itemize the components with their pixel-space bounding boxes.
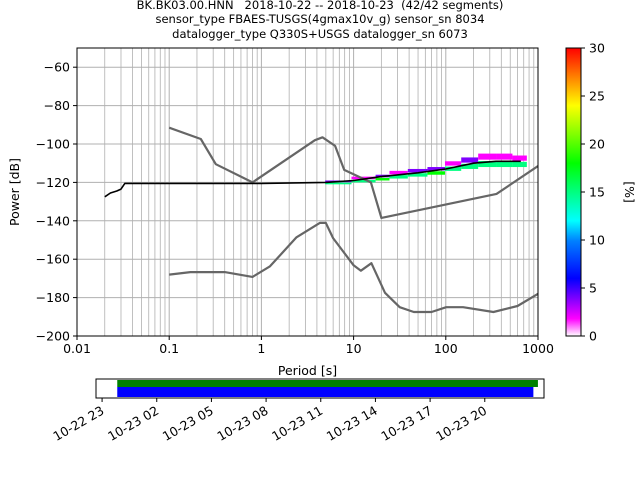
series-lines xyxy=(104,126,538,314)
psd-bin-lower xyxy=(512,161,527,168)
colorbar-tick-label: 10 xyxy=(589,233,605,248)
timeline-bar-bottom xyxy=(117,387,534,397)
psd-bin-upper xyxy=(407,168,428,173)
psd-bin-upper xyxy=(444,161,462,166)
timeline-frame xyxy=(95,378,545,399)
psd-histogram xyxy=(325,153,527,185)
timeline-tick-label: 10-22 23 xyxy=(50,403,106,444)
y-axis-label: Power [dB] xyxy=(7,158,22,226)
x-tick-label: 0.01 xyxy=(63,341,91,356)
grid xyxy=(77,48,538,337)
title-line-2: sensor_type FBAES-TUSGS(4gmax10v_g) sens… xyxy=(155,12,485,26)
y-tick-label: −180 xyxy=(36,290,70,305)
timeline-tick-label: 10-23 08 xyxy=(214,403,270,444)
psd-bin-upper xyxy=(478,153,497,160)
colorbar-tick-label: 0 xyxy=(589,329,597,344)
timeline-tick-label: 10-23 20 xyxy=(433,403,489,444)
plot-frame xyxy=(76,47,539,337)
title-line-1: BK.BK03.00.HNN 2018-10-22 -- 2018-10-23 … xyxy=(136,0,504,12)
colorbar-gradient xyxy=(565,47,582,337)
psd-bin-lower xyxy=(325,182,352,185)
colorbar-tick-label: 5 xyxy=(589,281,597,296)
x-tick-label: 10 xyxy=(346,341,362,356)
psd-bin-lower xyxy=(461,163,479,169)
psd-bin-lower xyxy=(407,173,428,177)
x-tick-label: 1 xyxy=(257,341,265,356)
timeline-tick-label: 10-23 17 xyxy=(378,403,434,444)
colorbar-tick-label: 30 xyxy=(589,41,605,56)
series-low-noise-model xyxy=(169,221,538,314)
psd-bin-lower xyxy=(496,160,513,168)
psd-bin-upper xyxy=(496,153,513,160)
x-tick-label: 1000 xyxy=(522,341,554,356)
psd-bin-lower xyxy=(427,171,445,175)
x-axis-label: Period [s] xyxy=(278,363,337,378)
psd-bin-upper xyxy=(461,157,479,163)
psd-bin-lower xyxy=(375,177,390,181)
y-tick-label: −200 xyxy=(36,329,70,344)
series-high-noise-model xyxy=(168,126,538,219)
y-tick-label: −80 xyxy=(44,98,70,113)
colorbar-tick-label: 25 xyxy=(589,89,605,104)
axes: 0.01 0.1 1 10 100 1000 −200 −180 −160 −140 −120 −10… xyxy=(7,60,554,378)
timeline-tick-label: 10-23 05 xyxy=(160,403,216,444)
colorbar-tick-label: 15 xyxy=(589,185,605,200)
y-tick-label: −140 xyxy=(36,213,70,228)
colorbar-tick-label: 20 xyxy=(589,137,605,152)
y-tick-label: −60 xyxy=(44,60,70,75)
psd-bin-lower xyxy=(478,160,497,168)
y-tick-label: −100 xyxy=(36,137,70,152)
psd-bin-lower xyxy=(389,175,408,179)
title-line-3: datalogger_type Q330S+USGS datalogger_sn… xyxy=(172,27,468,41)
psd-bin-upper xyxy=(512,155,527,161)
psd-bin-lower xyxy=(351,179,376,183)
y-tick-label: −120 xyxy=(36,175,70,190)
y-tick-label: −160 xyxy=(36,252,70,267)
psd-bin-upper xyxy=(427,167,445,171)
x-tick-label: 100 xyxy=(434,341,458,356)
psd-bin-lower xyxy=(444,166,462,171)
timeline-tick-label: 10-23 11 xyxy=(269,403,325,444)
timeline-tick-label: 10-23 02 xyxy=(105,403,161,444)
series-psd-mode xyxy=(104,160,521,198)
x-tick-label: 0.1 xyxy=(159,341,179,356)
timeline-bar-top xyxy=(117,380,538,387)
timeline-tick-label: 10-23 14 xyxy=(324,403,380,444)
colorbar: 0 5 10 15 20 25 30 [%] xyxy=(565,41,637,344)
psd-bin-upper xyxy=(389,170,408,175)
colorbar-label: [%] xyxy=(622,181,637,203)
